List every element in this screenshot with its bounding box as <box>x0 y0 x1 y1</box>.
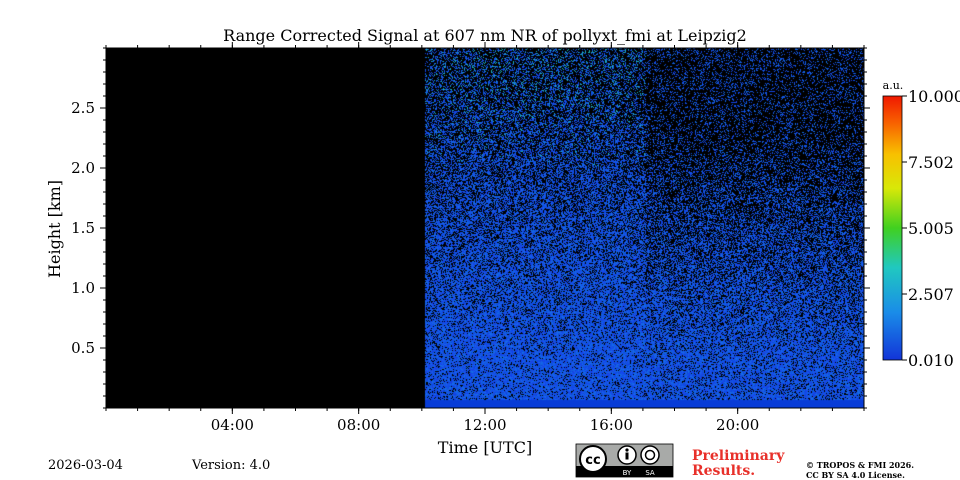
y-tick-label: 2.0 <box>71 159 95 177</box>
cc-icon <box>579 445 607 473</box>
colorbar-tick-label: 5.005 <box>908 219 954 238</box>
cc-icon-label: cc <box>585 453 600 468</box>
x-tick-label: 08:00 <box>337 416 380 434</box>
by-label: BY <box>623 469 632 477</box>
footer-version: Version: 4.0 <box>192 458 271 473</box>
chart-title: Range Corrected Signal at 607 nm NR of p… <box>223 26 747 45</box>
preliminary-results-note: Preliminary Results. <box>692 449 784 479</box>
y-axis-label: Height [km] <box>45 180 64 278</box>
copyright-note: © TROPOS & FMI 2026. CC BY SA 4.0 Licens… <box>806 460 914 480</box>
x-axis-ticks: 04:00 08:00 12:00 16:00 20:00 <box>105 42 865 434</box>
sa-label: SA <box>645 469 655 477</box>
colorbar-tick-label: 10.000 <box>908 87 960 106</box>
colorbar: a.u. 0.010 2.507 5.005 7.502 10.000 <box>882 79 960 370</box>
y-tick-label: 2.5 <box>71 99 95 117</box>
cc-license-badge: cc BY SA <box>575 443 674 478</box>
preliminary-line-2: Results. <box>692 463 756 479</box>
footer-date: 2026-03-04 <box>48 458 123 473</box>
x-tick-label: 04:00 <box>211 416 254 434</box>
copyright-line-1: © TROPOS & FMI 2026. <box>806 460 915 470</box>
colorbar-tick-label: 0.010 <box>908 351 954 370</box>
preliminary-line-1: Preliminary <box>692 448 785 464</box>
y-tick-label: 0.5 <box>71 339 95 357</box>
y-axis-ticks: 0.5 1.0 1.5 2.0 2.5 <box>71 47 870 409</box>
y-tick-label: 1.0 <box>71 279 95 297</box>
copyright-line-2: CC BY SA 4.0 License. <box>806 470 905 480</box>
y-tick-label: 1.5 <box>71 219 95 237</box>
x-axis-label: Time [UTC] <box>438 438 532 457</box>
heatmap-plot-area <box>106 48 864 408</box>
colorbar-ticks: 0.010 2.507 5.005 7.502 10.000 <box>902 87 960 370</box>
signal-heatmap <box>106 48 864 408</box>
colorbar-tick-label: 7.502 <box>908 153 954 172</box>
x-tick-label: 16:00 <box>590 416 633 434</box>
colorbar-tick-label: 2.507 <box>908 285 954 304</box>
colorbar-unit: a.u. <box>883 79 904 92</box>
sa-share-icon <box>640 445 660 465</box>
x-tick-label: 20:00 <box>716 416 759 434</box>
x-tick-label: 12:00 <box>463 416 506 434</box>
colorbar-gradient-bar <box>882 95 903 361</box>
